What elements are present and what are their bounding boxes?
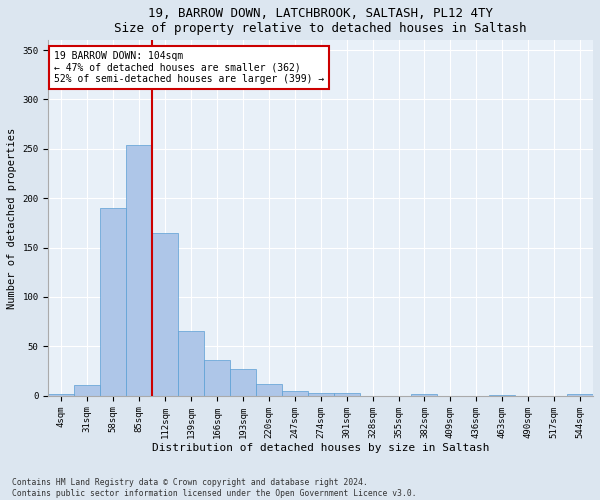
Bar: [256, 384, 282, 396]
Y-axis label: Number of detached properties: Number of detached properties: [7, 128, 17, 308]
Bar: [490, 394, 515, 396]
Bar: [152, 232, 178, 396]
Bar: [230, 369, 256, 396]
Bar: [49, 394, 74, 396]
Bar: [204, 360, 230, 396]
Bar: [412, 394, 437, 396]
Bar: [308, 392, 334, 396]
Bar: [334, 392, 359, 396]
Title: 19, BARROW DOWN, LATCHBROOK, SALTASH, PL12 4TY
Size of property relative to deta: 19, BARROW DOWN, LATCHBROOK, SALTASH, PL…: [115, 7, 527, 35]
Bar: [126, 145, 152, 396]
Bar: [100, 208, 126, 396]
Bar: [178, 332, 204, 396]
Text: Contains HM Land Registry data © Crown copyright and database right 2024.
Contai: Contains HM Land Registry data © Crown c…: [12, 478, 416, 498]
Bar: [282, 390, 308, 396]
Bar: [567, 394, 593, 396]
Text: 19 BARROW DOWN: 104sqm
← 47% of detached houses are smaller (362)
52% of semi-de: 19 BARROW DOWN: 104sqm ← 47% of detached…: [54, 51, 324, 84]
X-axis label: Distribution of detached houses by size in Saltash: Distribution of detached houses by size …: [152, 443, 490, 453]
Bar: [74, 384, 100, 396]
